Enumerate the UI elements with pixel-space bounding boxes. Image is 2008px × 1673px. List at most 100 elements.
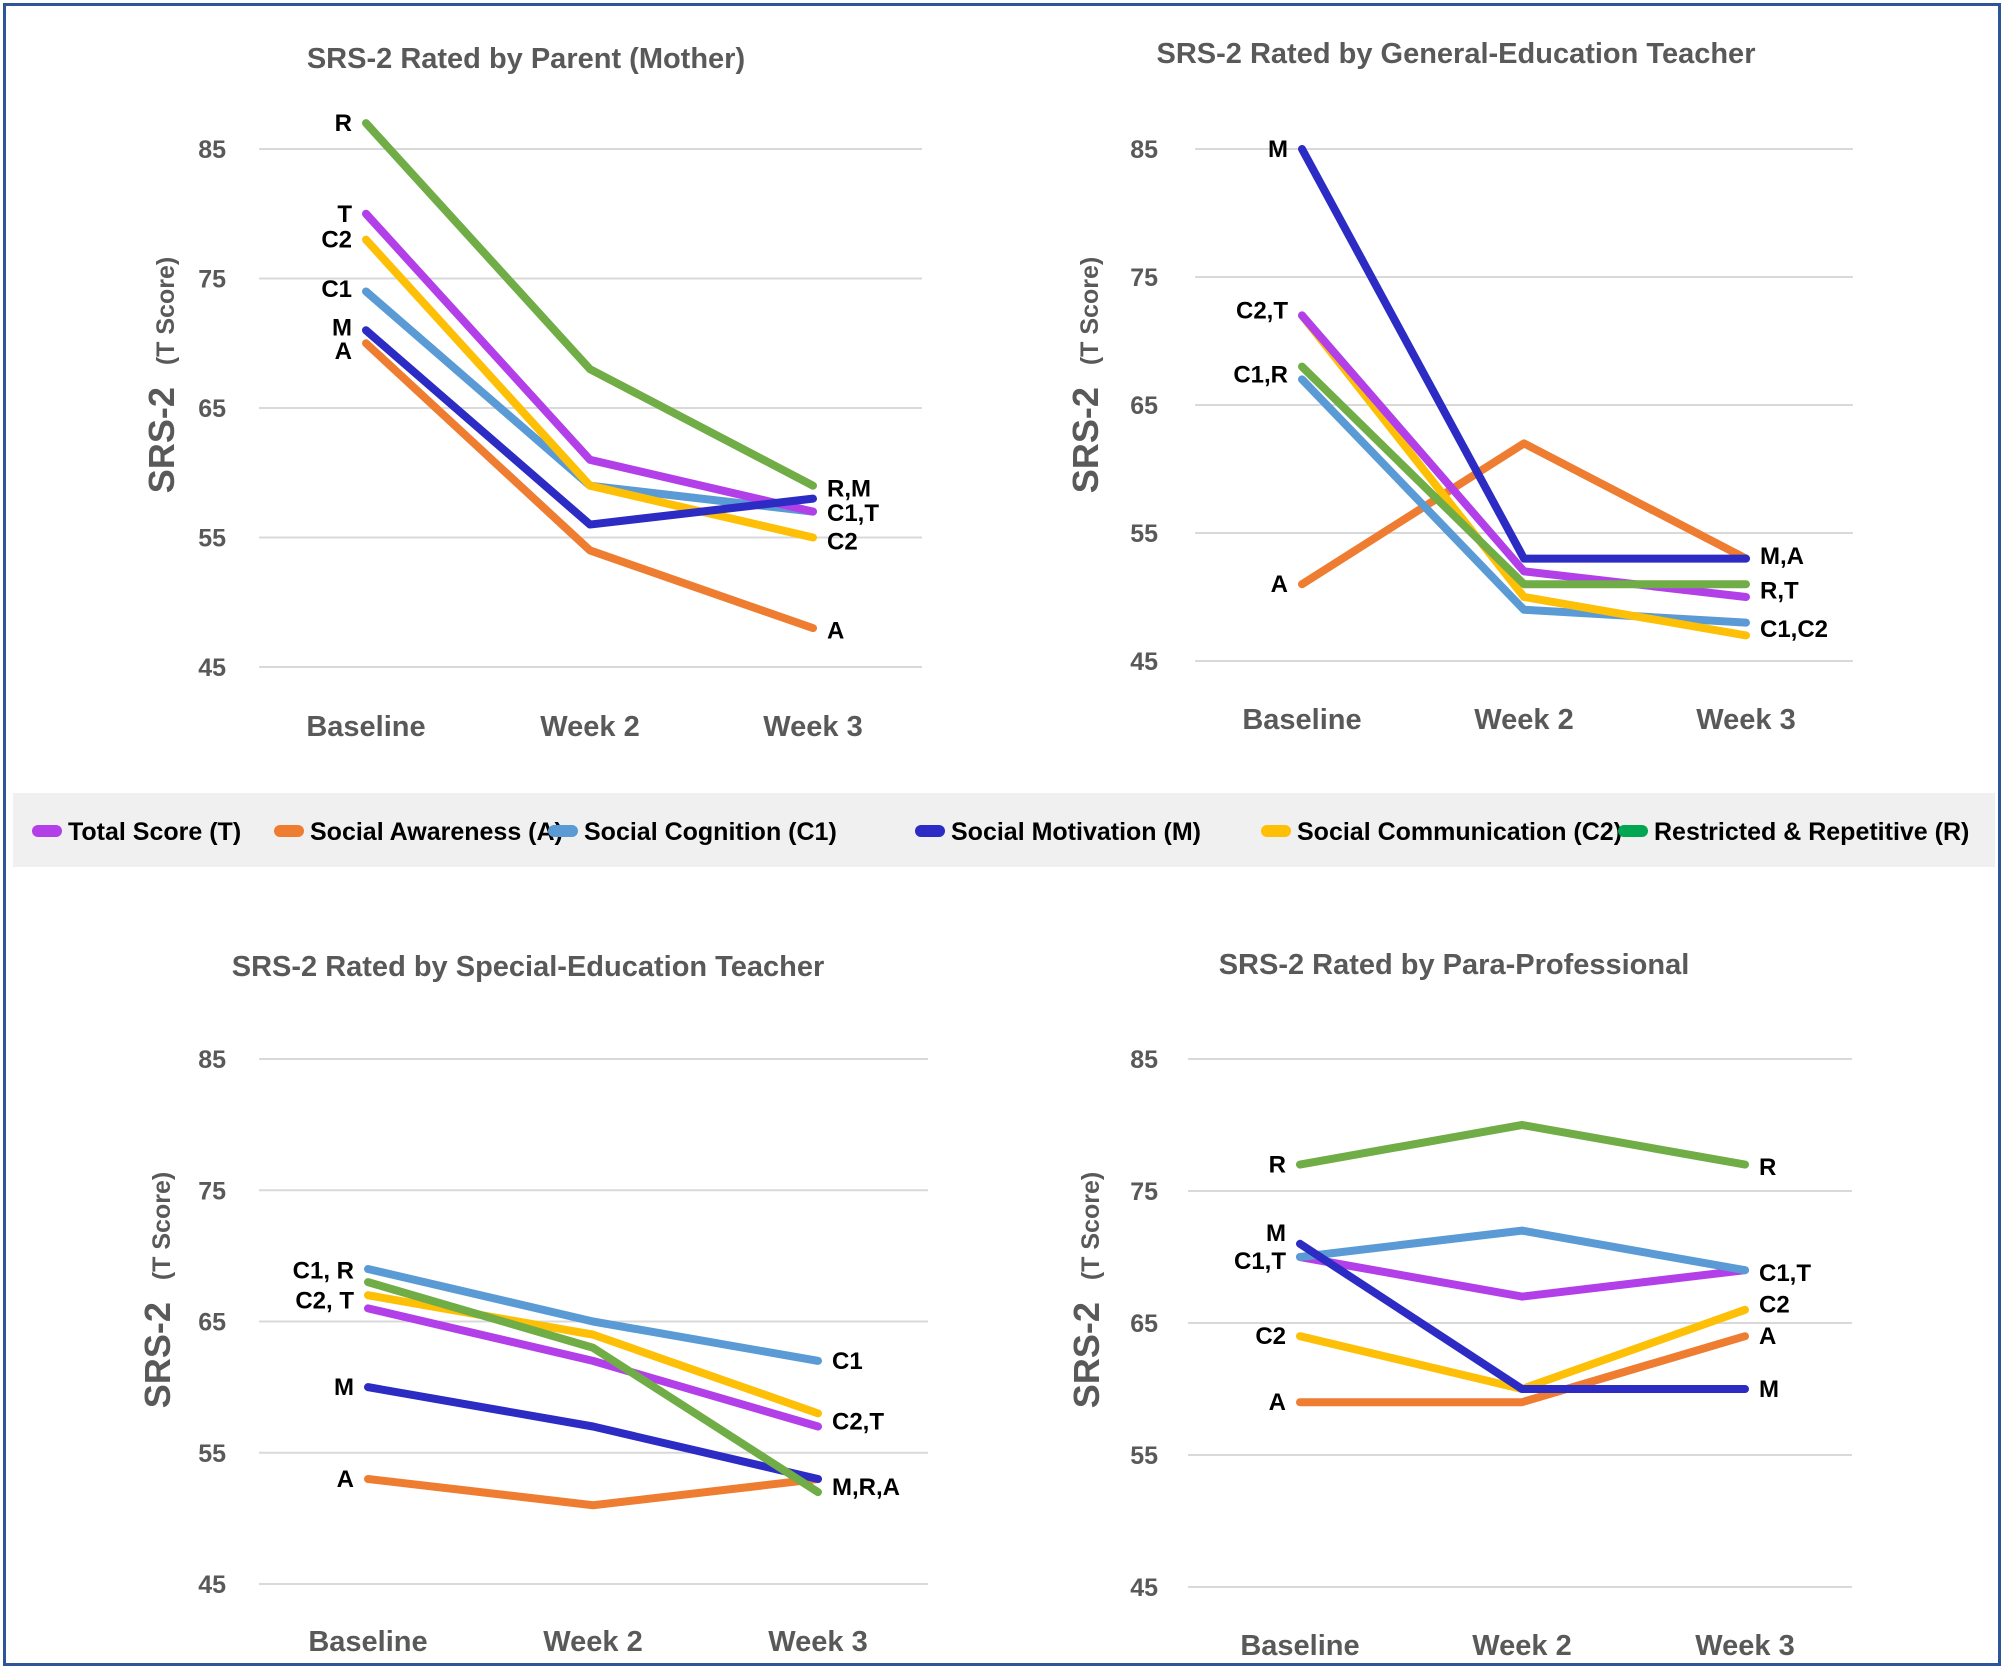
legend-label-R: Restricted & Repetitive (R)	[1654, 818, 1969, 846]
data-label: A	[827, 618, 844, 645]
y-axis-label-main: SRS-2	[137, 1302, 178, 1408]
series-line-A	[1296, 1332, 1749, 1407]
series-line-M	[362, 326, 817, 529]
y-axis-label-sub: (T Score)	[152, 257, 180, 365]
x-category-label: Week 3	[763, 711, 862, 743]
data-label: C2	[1255, 1323, 1286, 1350]
y-tick-label: 85	[1130, 1046, 1158, 1074]
data-label: C1	[321, 276, 352, 303]
data-label: C2	[1759, 1292, 1790, 1319]
x-category-label: Week 2	[1474, 704, 1573, 736]
x-category-label: Baseline	[308, 1626, 427, 1658]
series-line-T	[362, 209, 817, 516]
series-line-R	[1296, 1121, 1749, 1169]
data-label: M,R,A	[832, 1474, 900, 1501]
x-category-label: Baseline	[306, 711, 425, 743]
series-line-C1	[1298, 375, 1750, 627]
y-tick-label: 65	[1130, 392, 1158, 420]
data-label: C2,T	[1236, 297, 1288, 324]
data-label: M	[334, 1374, 354, 1401]
data-label: C1,R	[1233, 361, 1288, 388]
data-label: R	[1269, 1152, 1286, 1179]
legend-label-A: Social Awareness (A)	[310, 818, 563, 846]
y-axis-label-sub: (T Score)	[1077, 1172, 1105, 1280]
y-tick-label: 45	[198, 654, 226, 682]
data-label: R,T	[1760, 578, 1799, 605]
x-category-label: Week 3	[768, 1626, 867, 1658]
chart-title: SRS-2 Rated by Parent (Mother)	[307, 43, 745, 75]
legend-swatch-T	[32, 825, 62, 837]
x-category-label: Baseline	[1242, 704, 1361, 736]
chart-title: SRS-2 Rated by General-Education Teacher	[1157, 38, 1756, 70]
chart-title: SRS-2 Rated by Special-Education Teacher	[232, 951, 825, 983]
x-category-label: Week 3	[1695, 1630, 1794, 1662]
chart-panel-3: 45 55 65 75 85 SRS-2 Rated by Special-Educati…	[137, 951, 928, 1658]
y-tick-label: 45	[1130, 648, 1158, 676]
data-label: M	[1268, 136, 1288, 163]
data-label: A	[337, 1466, 354, 1493]
series-line-A	[364, 1475, 822, 1510]
y-tick-label: 45	[1130, 1574, 1158, 1602]
data-label: C1,T	[1759, 1260, 1811, 1287]
y-axis-label-main: SRS-2	[1065, 387, 1106, 493]
series-line-C2	[364, 1291, 822, 1418]
series-line-R	[362, 119, 817, 490]
series-line-A	[362, 339, 817, 633]
y-tick-label: 65	[198, 1309, 226, 1337]
x-category-label: Week 2	[543, 1626, 642, 1658]
y-tick-label: 75	[198, 266, 226, 294]
data-label: A	[335, 338, 352, 365]
y-tick-label: 65	[1130, 1310, 1158, 1338]
x-category-label: Baseline	[1240, 1630, 1359, 1662]
legend-label-C1: Social Cognition (C1)	[584, 818, 837, 846]
data-label: R,M	[827, 475, 871, 502]
y-tick-label: 75	[198, 1177, 226, 1205]
y-axis-label-main: SRS-2	[1066, 1302, 1107, 1408]
y-axis-label-sub: (T Score)	[1076, 257, 1104, 365]
legend-items: Total Score (T) Social Awareness (A) Socia…	[32, 818, 1969, 846]
legend-label-M: Social Motivation (M)	[951, 818, 1201, 846]
data-label: C1,C2	[1760, 616, 1828, 643]
series-line-C2	[362, 235, 817, 542]
legend-swatch-C1	[548, 825, 578, 837]
series-line-M	[364, 1383, 822, 1483]
y-axis-label: SRS-2 (T Score)	[1065, 257, 1106, 493]
series-line-T	[1296, 1253, 1749, 1301]
series-line-C2	[1298, 311, 1750, 640]
data-label: C1, R	[293, 1257, 354, 1284]
data-label: C2, T	[295, 1288, 354, 1315]
y-axis-label-main: SRS-2	[141, 387, 182, 493]
y-tick-label: 85	[198, 1046, 226, 1074]
y-tick-label: 55	[198, 1440, 226, 1468]
legend-swatch-M	[915, 825, 945, 837]
x-category-label: Week 3	[1696, 704, 1795, 736]
data-label: M	[332, 315, 352, 342]
legend	[13, 793, 1995, 867]
data-label: M,A	[1760, 543, 1804, 570]
series-line-C1	[364, 1265, 822, 1365]
series-line-T	[1298, 311, 1750, 601]
data-label: A	[1759, 1323, 1776, 1350]
series-line-T	[364, 1304, 822, 1431]
legend-swatch-C2	[1261, 825, 1291, 837]
data-label: C2,T	[832, 1408, 884, 1435]
y-axis-label: SRS-2 (T Score)	[1066, 1172, 1107, 1408]
data-label: C1	[832, 1348, 863, 1375]
y-tick-label: 65	[198, 395, 226, 423]
y-tick-label: 75	[1130, 264, 1158, 292]
chart-panel-4: 45 55 65 75 85 SRS-2 Rated by Para-Profession…	[1066, 949, 1852, 1662]
y-axis-label: SRS-2 (T Score)	[137, 1172, 178, 1408]
y-tick-label: 55	[1130, 1442, 1158, 1470]
legend-swatch-R	[1618, 825, 1648, 837]
y-tick-label: 55	[198, 525, 226, 553]
data-label: C1,T	[827, 500, 879, 527]
series-line-A	[1298, 439, 1750, 589]
data-label: A	[1269, 1389, 1286, 1416]
series-line-C2	[1296, 1305, 1749, 1393]
data-label: C2	[321, 227, 352, 254]
data-label: R	[1759, 1154, 1776, 1181]
series-line-M	[1296, 1239, 1749, 1393]
chart-panel-2: 45 55 65 75 85 SRS-2 Rated by General-Educati…	[1065, 38, 1853, 736]
y-tick-label: 55	[1130, 520, 1158, 548]
y-axis-label: SRS-2 (T Score)	[141, 257, 182, 493]
